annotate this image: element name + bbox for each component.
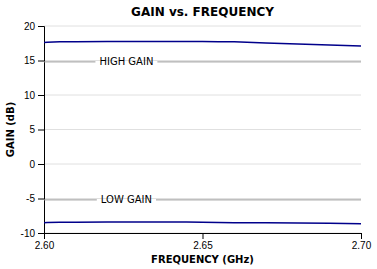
tick: 15 [24,55,44,66]
annotation-rule [44,199,97,200]
y-axis-title: GAIN (dB) [5,102,16,157]
grid-line [44,164,361,165]
tick-mark [38,199,44,200]
x-axis: 2.60 2.65 2.70 [35,233,372,251]
tick: 0 [29,159,44,170]
tick-label: 0 [29,159,35,170]
grid-line [44,198,361,199]
tick-mark [38,61,44,62]
chart: 2.60 2.65 2.70 -10 -5 0 5 10 15 20 HIGH GAIN LOW GA… [0,0,377,269]
tick: 2.65 [193,233,213,251]
tick-label: -5 [26,193,35,204]
annotation-rule [157,61,361,62]
annotation-rule [156,199,361,200]
tick: 5 [29,124,44,135]
tick-label: 2.65 [193,240,213,251]
grid-line [44,60,361,61]
tick-label: 5 [29,124,35,135]
tick-mark [38,95,44,96]
marks [44,41,361,223]
line [44,222,361,224]
tick-label: 10 [24,90,36,101]
x-axis-title: FREQUENCY (GHz) [151,254,254,265]
y-axis: -10 -5 0 5 10 15 20 [21,21,45,239]
annotation: HIGH GAIN [99,56,153,67]
tick-label: 2.70 [352,240,372,251]
grid-line [44,95,361,96]
tick-mark [203,233,204,239]
plot: 2.60 2.65 2.70 -10 -5 0 5 10 15 20 HIGH GAIN LOW GA… [21,21,372,251]
title: GAIN vs. FREQUENCY [131,5,274,19]
axis-line [45,234,362,240]
tick-mark [38,26,44,27]
annotation-rule [44,61,95,62]
axis-line [38,27,45,234]
grid [44,26,361,233]
tick: 2.60 [35,233,55,251]
tick-mark [38,164,44,165]
tick: 10 [24,90,44,101]
grid-line [44,26,361,27]
tick: 20 [24,21,44,32]
grid-line [44,129,361,130]
tick-label: -10 [21,228,36,239]
tick: 2.70 [352,233,372,251]
line [44,41,361,46]
tick-label: 15 [24,55,36,66]
tick-mark [38,233,44,234]
tick-mark [361,233,362,239]
tick: -10 [21,228,44,239]
annotations: HIGH GAIN LOW GAIN [44,56,361,205]
tick: -5 [26,193,44,204]
tick-label: 20 [24,21,36,32]
tick-mark [38,130,44,131]
annotation: LOW GAIN [101,194,152,205]
tick-label: 2.60 [35,240,55,251]
